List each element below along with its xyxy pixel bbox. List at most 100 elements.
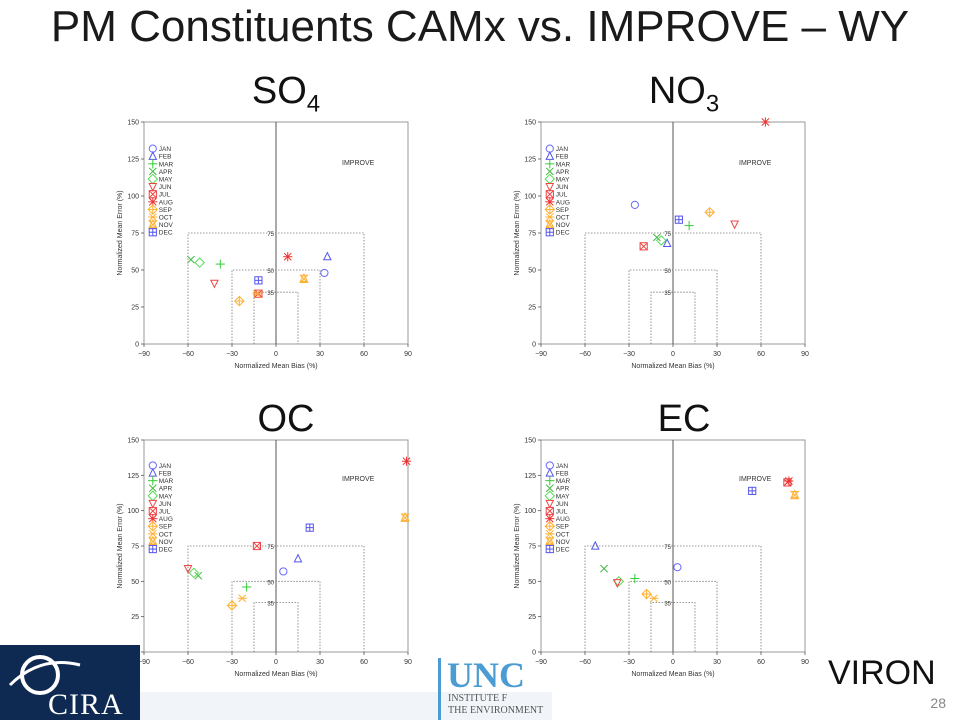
point-jun <box>730 220 740 230</box>
unc-logo-sub2: THE ENVIRONMENT <box>448 705 544 716</box>
legend-label-jan: JAN <box>556 146 569 153</box>
x-tick-label: 30 <box>713 659 721 666</box>
legend-marker-dec <box>545 228 554 237</box>
point-jun <box>612 579 622 588</box>
point-nov <box>299 273 309 283</box>
y-tick-label: 100 <box>524 194 536 201</box>
legend-marker-may <box>544 490 556 502</box>
legend-label-mar: MAR <box>556 161 571 168</box>
page-number: 28 <box>930 695 946 711</box>
y-tick-label: 150 <box>524 438 536 445</box>
legend-label-sep: SEP <box>556 207 569 214</box>
y-tick-label: 0 <box>532 650 536 657</box>
point-feb <box>293 553 303 563</box>
point-aug <box>784 476 794 486</box>
point-jun <box>183 565 193 574</box>
unc-logo-sub1: INSTITUTE F <box>448 693 508 704</box>
legend-label-jun: JUN <box>159 501 172 508</box>
y-tick-label: 125 <box>127 473 139 480</box>
criteria-box <box>628 269 718 344</box>
point-sep <box>234 295 245 307</box>
legend-marker-jun <box>545 183 555 192</box>
legend-marker-nov <box>147 535 158 546</box>
y-axis-label: Normalized Mean Error (%) <box>514 190 521 275</box>
x-tick-label: −60 <box>579 351 591 358</box>
legend-label-may: MAY <box>159 493 173 500</box>
cira-swoosh-icon <box>8 655 81 695</box>
point-jul <box>252 541 262 551</box>
legend-label-mar: MAR <box>159 161 174 168</box>
legend-marker-aug <box>148 197 158 207</box>
x-tick-label: 90 <box>801 351 809 358</box>
legend-label-may: MAY <box>556 493 570 500</box>
x-tick-label: −90 <box>535 659 547 666</box>
x-tick-label: 30 <box>316 351 324 358</box>
legend-label-jul: JUL <box>556 509 568 516</box>
criteria-box <box>650 602 696 652</box>
x-tick-label: 0 <box>671 351 675 358</box>
point-apr <box>194 571 203 580</box>
chart-so4: 75 50 35 −90 −60 −30 0 30 60 90 0 25 50 75 100 125 150 No… <box>117 120 412 371</box>
legend-marker-may <box>147 490 159 502</box>
legend-label-mar: MAR <box>159 478 174 485</box>
criteria-box <box>253 602 299 652</box>
point-nov <box>400 512 410 522</box>
chart-no3: 75 50 35 −90 −60 −30 0 30 60 90 0 25 50 75 100 125 150 No… <box>514 117 809 370</box>
legend-marker-jun <box>148 499 158 509</box>
legend-marker-apr <box>148 167 157 176</box>
legend-marker-nov <box>544 535 555 546</box>
criteria-box <box>231 269 321 344</box>
criteria-box <box>187 232 365 344</box>
legend-marker-may <box>147 173 159 185</box>
legend-label-nov: NOV <box>159 222 174 229</box>
x-tick-label: −60 <box>182 659 194 666</box>
y-tick-label: 75 <box>528 544 536 551</box>
point-may <box>188 567 200 579</box>
point-jan <box>279 567 288 576</box>
point-feb <box>590 540 600 550</box>
legend-marker-mar <box>545 476 555 486</box>
y-tick-label: 75 <box>131 231 139 238</box>
y-tick-label: 0 <box>135 342 139 349</box>
legend-label-jul: JUL <box>556 192 568 199</box>
x-tick-label: 60 <box>757 351 765 358</box>
criteria-label: 50 <box>267 580 274 586</box>
legend-label-nov: NOV <box>556 222 571 229</box>
chart-oc: 755035−90−60−3003060900255075100125150No… <box>117 438 412 679</box>
legend-label-mar: MAR <box>556 478 571 485</box>
point-oct <box>237 594 247 603</box>
legend-marker-jun <box>545 499 555 509</box>
x-tick-label: −30 <box>226 351 238 358</box>
y-tick-label: 150 <box>127 120 139 127</box>
legend-label-oct: OCT <box>556 215 570 222</box>
legend-marker-feb <box>545 151 555 160</box>
point-aug <box>283 252 293 262</box>
y-tick-label: 125 <box>524 157 536 164</box>
legend-marker-mar <box>148 476 158 486</box>
criteria-label: 35 <box>267 291 274 297</box>
panel-title-so4: SO4 <box>251 70 321 118</box>
legend-label-jun: JUN <box>556 501 569 508</box>
criteria-label: 50 <box>664 269 671 275</box>
legend-marker-mar <box>148 159 158 169</box>
x-tick-label: 60 <box>757 659 765 666</box>
panel-title-no3: NO3 <box>648 70 720 118</box>
criteria-label: 75 <box>267 232 274 238</box>
criteria-label: 75 <box>664 232 671 238</box>
legend-label-apr: APR <box>556 169 570 176</box>
legend-label-feb: FEB <box>159 154 172 161</box>
legend-marker-oct <box>148 529 158 538</box>
y-tick-label: 50 <box>131 268 139 275</box>
point-nov <box>789 489 800 500</box>
y-tick-label: 125 <box>127 157 139 164</box>
legend-marker-feb <box>148 467 158 477</box>
x-axis-label: Normalized Mean Bias (%) <box>234 363 317 370</box>
legend-label-may: MAY <box>556 177 570 184</box>
legend-label-jan: JAN <box>159 146 172 153</box>
legend-label-feb: FEB <box>556 154 569 161</box>
criteria-label: 50 <box>267 269 274 275</box>
point-oct <box>252 289 262 298</box>
x-tick-label: 0 <box>671 659 675 666</box>
point-mar <box>215 259 225 269</box>
legend-label-aug: AUG <box>159 199 173 206</box>
